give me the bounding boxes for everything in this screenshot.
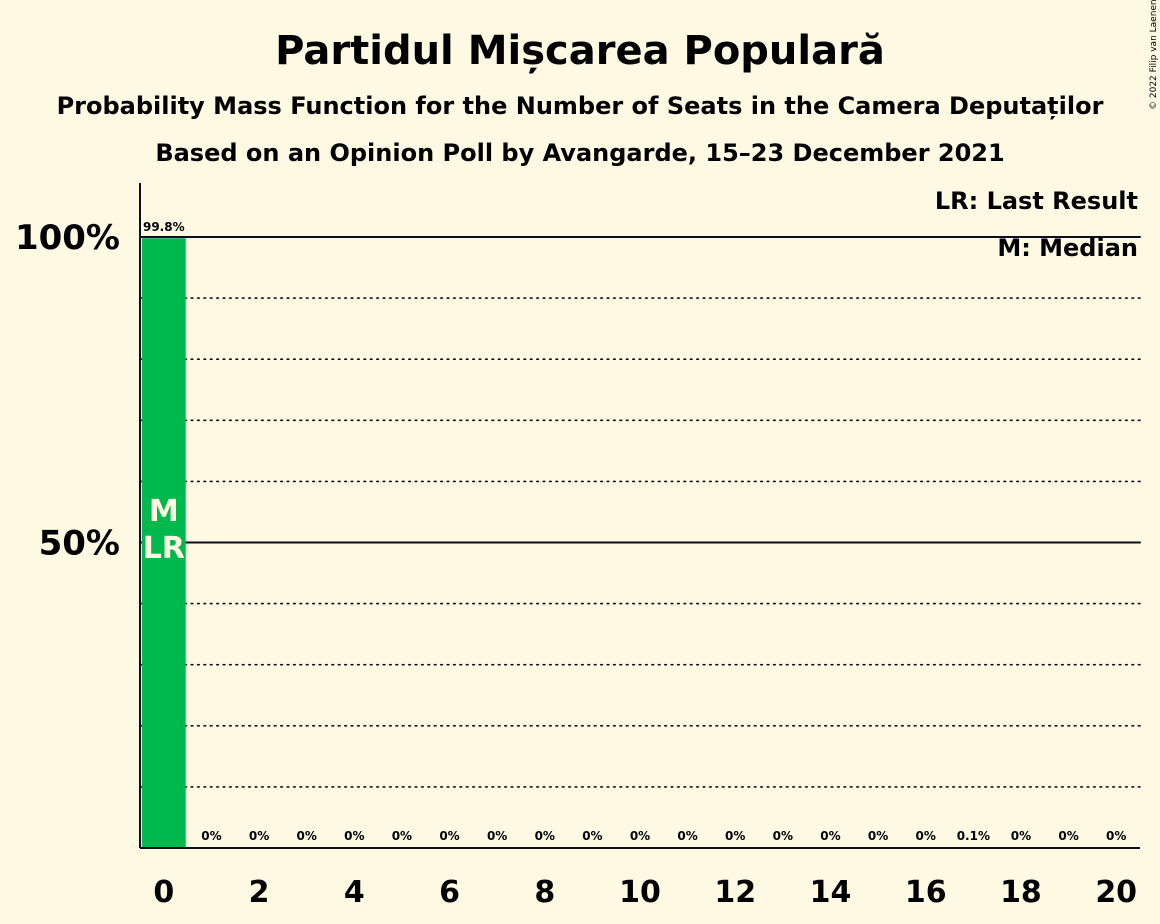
bar-value-labels: 99.8% 0% 0% 0% 0% 0% 0% 0% 0% 0% 0% 0% 0% 0% 0% 0% 0% 0.1… <box>143 220 1127 843</box>
bar-value-label: 0% <box>630 829 650 843</box>
x-tick-label: 2 <box>249 875 270 910</box>
y-tick-label: 100% <box>15 218 120 258</box>
x-tick-label: 4 <box>344 875 365 910</box>
bars <box>141 238 996 849</box>
chart-title: Partidul Mișcarea Populară <box>275 28 885 74</box>
bar-value-label: 0% <box>439 829 459 843</box>
chart-subtitle: Probability Mass Function for the Number… <box>57 92 1104 120</box>
axes <box>139 183 1140 849</box>
bar-value-label: 0% <box>392 829 412 843</box>
y-axis-tick-labels: 50% 100% <box>15 218 120 564</box>
bar-value-label: 0% <box>487 829 507 843</box>
bar-value-label: 0% <box>1058 829 1078 843</box>
bar-value-label: 99.8% <box>143 220 185 234</box>
bar-value-label: 0% <box>582 829 602 843</box>
x-axis-tick-labels: 0 2 4 6 8 10 12 14 16 18 20 <box>153 875 1137 910</box>
bar-value-label: 0% <box>1106 829 1126 843</box>
bar-value-label: 0% <box>725 829 745 843</box>
bar-value-label: 0% <box>249 829 269 843</box>
bar-seats-0 <box>141 238 186 849</box>
bar-value-label: 0% <box>344 829 364 843</box>
bar-value-label: 0% <box>868 829 888 843</box>
x-tick-label: 0 <box>153 875 174 910</box>
legend-last-result: LR: Last Result <box>935 187 1138 215</box>
legend-median: M: Median <box>997 234 1138 262</box>
x-tick-label: 8 <box>534 875 555 910</box>
bar-value-label: 0% <box>820 829 840 843</box>
x-tick-label: 14 <box>810 875 852 910</box>
x-tick-label: 6 <box>439 875 460 910</box>
x-tick-label: 12 <box>714 875 756 910</box>
bar-value-label: 0% <box>916 829 936 843</box>
bar-value-label: 0.1% <box>957 829 990 843</box>
legend: LR: Last Result M: Median <box>935 187 1138 262</box>
y-tick-label: 50% <box>39 524 120 564</box>
chart-source: Based on an Opinion Poll by Avangarde, 1… <box>155 139 1004 167</box>
x-tick-label: 20 <box>1095 875 1137 910</box>
median-marker: M <box>149 494 179 529</box>
bar-value-label: 0% <box>296 829 316 843</box>
bar-value-label: 0% <box>677 829 697 843</box>
bar-value-label: 0% <box>1011 829 1031 843</box>
copyright-notice: © 2022 Filip van Laenen <box>1149 0 1159 110</box>
x-tick-label: 16 <box>905 875 947 910</box>
grid-lines <box>139 236 1141 788</box>
bar-value-label: 0% <box>773 829 793 843</box>
bar-value-label: 0% <box>201 829 221 843</box>
last-result-marker: LR <box>143 531 185 566</box>
bar-value-label: 0% <box>535 829 555 843</box>
x-tick-label: 18 <box>1000 875 1042 910</box>
x-tick-label: 10 <box>619 875 661 910</box>
